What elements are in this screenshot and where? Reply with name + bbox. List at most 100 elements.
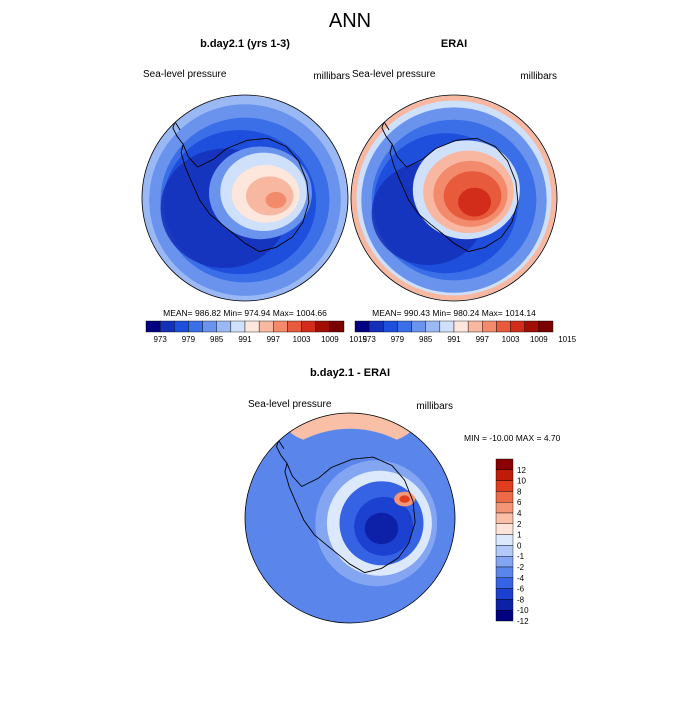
colorbar-difference-swatch-10	[495, 566, 514, 579]
colorbar-reference-tick-label: 1015	[558, 335, 576, 344]
colorbar-reference-swatch-0	[354, 320, 370, 333]
colorbar-model-tick-label: 979	[182, 335, 196, 344]
map-difference-contour-8	[399, 495, 410, 503]
colorbar-difference-swatch-9	[495, 556, 514, 568]
panel-reference: ERAI Sea-level pressure millibars MEAN= …	[350, 38, 577, 344]
colorbar-reference-swatch-1	[368, 320, 384, 333]
map-difference-contour-6	[364, 512, 399, 545]
panel-difference-variable-label: Sea-level pressure	[248, 399, 332, 410]
map-model-contour-8	[265, 191, 287, 209]
colorbar-model-swatch-6	[230, 320, 246, 333]
map-model-peninsula-coastline	[172, 120, 184, 145]
colorbar-difference-tick-label: 6	[517, 498, 522, 507]
colorbar-reference-swatch-12	[524, 320, 540, 333]
colorbar-model-swatch-13	[329, 320, 345, 333]
colorbar-difference-tick-label: 10	[517, 477, 526, 486]
colorbar-model-tick-label: 997	[267, 335, 281, 344]
colorbar-reference-tick-label: 1003	[502, 335, 520, 344]
colorbar-difference-tick-label: -10	[517, 606, 529, 615]
colorbar-difference-swatch-5	[495, 512, 514, 525]
colorbar-difference-swatch-13	[495, 599, 514, 611]
colorbar-reference-swatch-2	[383, 320, 398, 333]
colorbar-model-swatch-4	[202, 320, 217, 333]
colorbar-model-swatch-8	[258, 320, 274, 333]
map-reference-rim-highpressure	[351, 95, 557, 301]
colorbar-reference-swatch-5	[425, 320, 441, 333]
colorbar-model-swatch-1	[159, 320, 175, 333]
map-reference-coastline	[389, 137, 519, 253]
colorbar-model-swatch-12	[315, 320, 331, 333]
colorbar-difference-tick-label: -4	[517, 574, 525, 583]
colorbar-reference-swatch-13	[538, 320, 554, 333]
panel-reference-map-border	[350, 94, 558, 302]
colorbar-difference-swatch-1	[495, 469, 514, 481]
colorbar-difference-tick-label: -2	[517, 563, 525, 572]
panel-model-variable-label: Sea-level pressure	[143, 69, 227, 80]
colorbar-reference-tick-label: 997	[476, 335, 490, 344]
colorbar-reference-tick-label: 1009	[530, 335, 548, 344]
panel-difference: b.day2.1 - ERAI Sea-level pressure milli…	[244, 367, 561, 626]
colorbar-difference-swatch-11	[495, 577, 514, 589]
colorbar-reference-tick-label: 991	[447, 335, 461, 344]
panel-reference-colorbar: 973 979 985 991 997 1003 1009 1015	[354, 320, 577, 344]
colorbar-model-swatch-9	[273, 320, 288, 333]
colorbar-reference-swatch-8	[467, 320, 483, 333]
colorbar-difference-tick-label: 4	[517, 509, 522, 518]
panel-model-colorbar: 973 979 985 991 997 1003 1009 1015	[145, 320, 368, 344]
panel-reference-map	[351, 95, 557, 301]
colorbar-difference-swatch-2	[495, 480, 514, 492]
panel-reference-stats: MEAN= 990.43 Min= 980.24 Max= 1014.14	[372, 308, 536, 318]
map-reference-peninsula-coastline	[381, 120, 393, 145]
colorbar-difference-swatch-0	[495, 458, 514, 471]
colorbar-difference-swatch-4	[495, 502, 514, 514]
colorbar-difference-tick-label: 2	[517, 520, 522, 529]
panel-reference-units-label: millibars	[520, 71, 557, 82]
colorbar-reference-swatch-6	[439, 320, 455, 333]
colorbar-difference-swatch-6	[495, 523, 514, 535]
panel-model-units-label: millibars	[313, 71, 350, 82]
colorbar-difference-swatch-14	[495, 610, 514, 622]
colorbar-difference-swatch-7	[495, 534, 514, 546]
colorbar-model-tick-label: 991	[238, 335, 252, 344]
colorbar-difference-tick-label: -6	[517, 585, 525, 594]
panel-difference-title: b.day2.1 - ERAI	[310, 367, 390, 379]
panel-difference-units-label: millibars	[416, 401, 453, 412]
map-difference-coastline	[284, 456, 416, 574]
colorbar-model-swatch-10	[287, 320, 302, 333]
colorbar-difference-tick-label: -8	[517, 595, 525, 604]
panel-reference-variable-label: Sea-level pressure	[352, 69, 436, 80]
colorbar-model-swatch-5	[216, 320, 232, 333]
colorbar-difference-tick-label: 8	[517, 487, 522, 496]
panel-difference-map	[245, 413, 455, 623]
panel-model-map-border	[141, 94, 349, 302]
colorbar-reference-swatch-11	[510, 320, 525, 333]
panel-model-title: b.day2.1 (yrs 1-3)	[200, 38, 290, 50]
colorbar-model-tick-label: 1015	[349, 335, 367, 344]
colorbar-difference-tick-label: -12	[517, 617, 529, 626]
colorbar-reference-tick-label: 979	[391, 335, 405, 344]
colorbar-difference-tick-label: -1	[517, 552, 525, 561]
colorbar-reference-swatch-7	[453, 320, 469, 333]
panel-reference-title: ERAI	[441, 38, 467, 50]
panel-model: b.day2.1 (yrs 1-3) Sea-level pressure mi…	[141, 38, 368, 344]
figure-title: ANN	[329, 10, 371, 32]
panel-model-map	[142, 95, 348, 301]
colorbar-model-tick-label: 985	[210, 335, 224, 344]
colorbar-difference-swatch-3	[495, 491, 514, 503]
colorbar-difference-swatch-8	[495, 545, 514, 557]
colorbar-model-swatch-0	[145, 320, 161, 333]
panel-difference-map-border	[244, 412, 456, 624]
colorbar-reference-tick-label: 973	[362, 335, 376, 344]
colorbar-model-tick-label: 1003	[293, 335, 311, 344]
colorbar-model-swatch-7	[244, 320, 260, 333]
colorbar-model-tick-label: 1009	[321, 335, 339, 344]
colorbar-reference-swatch-9	[482, 320, 497, 333]
colorbar-model-tick-label: 973	[153, 335, 167, 344]
colorbar-model-swatch-11	[301, 320, 316, 333]
colorbar-difference-swatch-12	[495, 588, 514, 600]
colorbar-model-swatch-3	[188, 320, 203, 333]
panel-model-stats: MEAN= 986.82 Min= 974.94 Max= 1004.66	[163, 308, 327, 318]
